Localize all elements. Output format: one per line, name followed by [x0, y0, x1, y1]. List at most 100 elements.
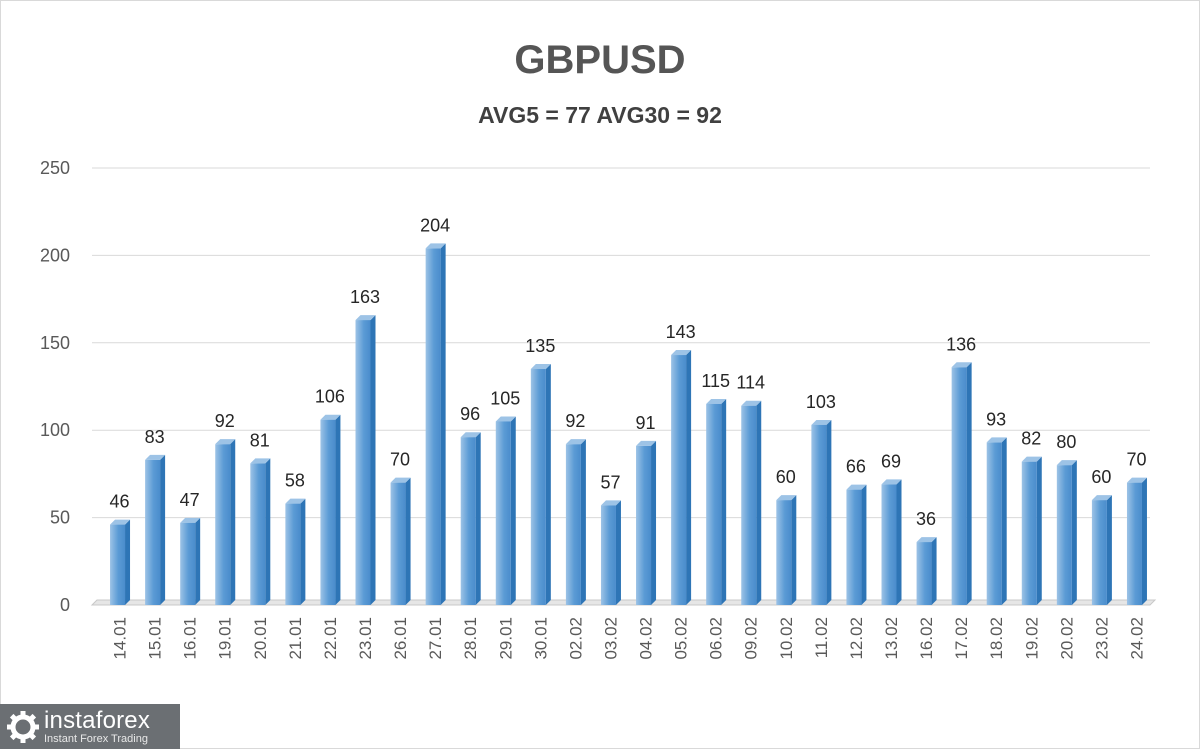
bar-top: [881, 479, 902, 485]
bar-side: [1141, 477, 1147, 605]
bar-front: [741, 405, 757, 605]
data-label: 70: [390, 450, 410, 470]
x-tick-label: 03.02: [601, 617, 620, 660]
x-tick-label: 04.02: [637, 617, 656, 660]
bar-top: [530, 364, 551, 370]
bar-top: [320, 414, 341, 420]
bar: [180, 517, 201, 605]
bar: [846, 484, 867, 605]
bar-top: [636, 440, 657, 446]
watermark-tagline: Instant Forex Trading: [44, 733, 148, 745]
bar: [530, 364, 551, 605]
y-tick-label: 0: [60, 595, 70, 615]
bar-top: [1056, 460, 1077, 466]
bar: [881, 479, 902, 605]
bar-side: [896, 479, 902, 605]
bars: [110, 243, 1147, 605]
data-label: 115: [701, 371, 730, 391]
bar-side: [1001, 437, 1007, 605]
bar-front: [530, 369, 546, 605]
data-label: 82: [1021, 429, 1041, 449]
bar: [1056, 460, 1077, 605]
bar-top: [110, 519, 131, 525]
bar-side: [405, 477, 411, 605]
bar-side: [931, 537, 937, 605]
bar-front: [320, 419, 336, 605]
x-tick-label: 24.02: [1127, 617, 1146, 660]
bar-front: [1091, 500, 1107, 605]
bar-side: [335, 414, 341, 605]
data-label: 81: [250, 430, 270, 450]
bar-top: [951, 362, 972, 368]
bar-top: [285, 498, 306, 504]
bar-top: [250, 458, 271, 464]
bar-top: [1091, 495, 1112, 501]
data-label: 69: [881, 451, 901, 471]
bar-side: [300, 498, 306, 605]
bar-front: [951, 367, 967, 605]
y-tick-label: 200: [40, 245, 70, 265]
bar-side: [1036, 456, 1042, 605]
bar-front: [495, 421, 511, 605]
bar-side: [195, 517, 201, 605]
bar-top: [1126, 477, 1147, 483]
bar-front: [145, 459, 161, 605]
x-tick-label: 19.01: [216, 617, 235, 660]
data-label: 47: [180, 490, 200, 510]
data-label: 204: [420, 215, 450, 235]
bar-top: [495, 416, 516, 422]
bar-side: [791, 495, 797, 605]
bar-front: [250, 463, 266, 605]
bar: [285, 498, 306, 605]
bar: [390, 477, 411, 605]
bar-side: [756, 400, 762, 605]
bar-front: [986, 442, 1002, 605]
bar: [1126, 477, 1147, 605]
bar: [1091, 495, 1112, 605]
bar-side: [861, 484, 867, 605]
data-label: 83: [145, 427, 165, 447]
bar-side: [475, 432, 481, 605]
bar-front: [776, 500, 792, 605]
x-tick-label: 14.01: [111, 617, 130, 660]
bar: [495, 416, 516, 605]
data-labels: 46 83 47 92 81 58 106 163 70 204 96 105 135 92 57 91 143…: [110, 215, 1147, 529]
bar-front: [215, 444, 231, 605]
data-label: 92: [565, 411, 585, 431]
data-label: 70: [1126, 450, 1146, 470]
bar-side: [966, 362, 972, 605]
data-label: 46: [110, 492, 130, 512]
bar-side: [651, 440, 657, 605]
bar-side: [686, 350, 692, 605]
data-label: 66: [846, 457, 866, 477]
bar-front: [671, 355, 687, 605]
bar-side: [440, 243, 446, 605]
bar-top: [180, 517, 201, 523]
gear-icon: [7, 711, 39, 743]
x-tick-label: 23.02: [1092, 617, 1111, 660]
bar: [776, 495, 797, 605]
bar-top: [811, 419, 832, 425]
bar-front: [881, 484, 897, 605]
bar: [986, 437, 1007, 605]
bar: [110, 519, 131, 605]
x-tick-label: 05.02: [672, 617, 691, 660]
y-tick-label: 150: [40, 333, 70, 353]
bar-top: [846, 484, 867, 490]
y-tick-label: 50: [50, 508, 70, 528]
x-axis-ticks: 14.01 15.01 16.01 19.01 20.01 21.01 22.01 23.01…: [111, 617, 1147, 660]
bar-front: [285, 503, 301, 605]
bar-side: [580, 439, 586, 605]
data-label: 92: [215, 411, 235, 431]
y-tick-label: 250: [40, 158, 70, 178]
x-tick-label: 11.02: [812, 617, 831, 658]
x-tick-label: 20.01: [251, 617, 270, 660]
data-label: 60: [1091, 467, 1111, 487]
data-label: 91: [636, 413, 656, 433]
data-label: 60: [776, 467, 796, 487]
bar-top: [215, 439, 236, 445]
bar-front: [636, 445, 652, 605]
data-label: 143: [666, 322, 696, 342]
